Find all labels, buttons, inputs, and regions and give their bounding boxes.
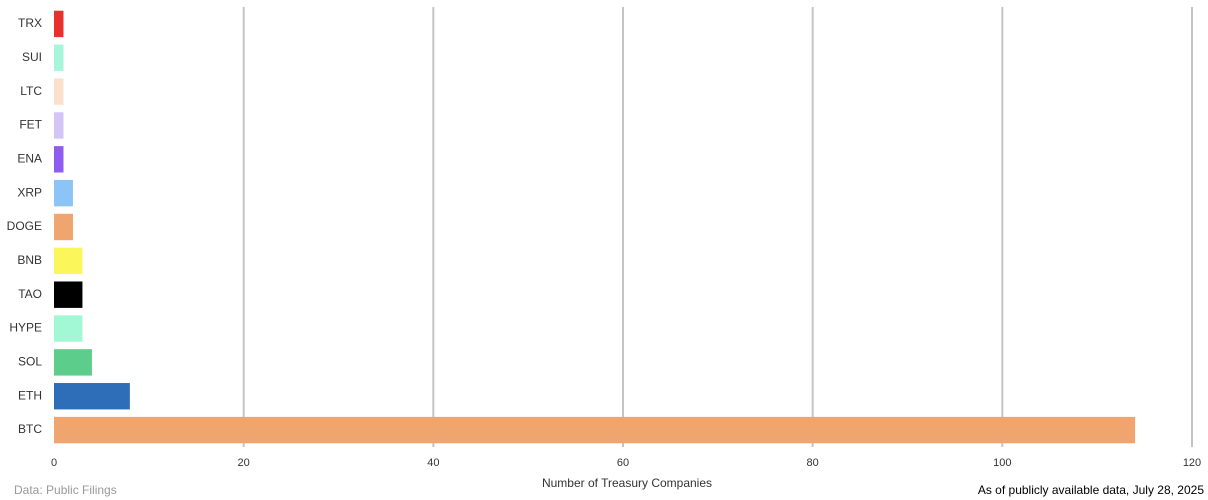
- bar: [54, 78, 64, 105]
- note: As of publicly available data, July 28, …: [978, 483, 1204, 497]
- x-tick-label: 20: [238, 457, 250, 469]
- y-tick-label: BTC: [18, 422, 42, 436]
- y-tick-label: TAO: [18, 287, 42, 301]
- bar: [54, 247, 83, 275]
- y-tick-label: ENA: [17, 151, 42, 165]
- x-axis-label: Number of Treasury Companies: [542, 476, 712, 490]
- x-tick-label: 100: [993, 457, 1011, 469]
- y-tick-label: SUI: [22, 50, 42, 64]
- bar: [54, 416, 1136, 444]
- y-tick-label: DOGE: [7, 219, 42, 233]
- bar: [54, 213, 73, 241]
- y-tick-label: BNB: [17, 253, 42, 267]
- x-tick-label: 60: [617, 457, 629, 469]
- y-tick-label: HYPE: [9, 321, 42, 335]
- bar: [54, 146, 64, 173]
- bar: [54, 315, 83, 342]
- x-tick-label: 80: [807, 457, 819, 469]
- y-tick-label: TRX: [18, 16, 42, 30]
- bar: [54, 44, 64, 71]
- bar: [54, 281, 83, 308]
- bar: [54, 112, 64, 139]
- bar: [54, 383, 130, 410]
- bar: [54, 349, 92, 376]
- y-tick-label: LTC: [20, 84, 42, 98]
- y-tick-label: FET: [19, 118, 42, 132]
- bar: [54, 179, 73, 207]
- y-tick-label: SOL: [18, 355, 42, 369]
- y-tick-label: XRP: [17, 185, 42, 199]
- x-tick-label: 40: [427, 457, 439, 469]
- bar: [54, 10, 64, 38]
- y-tick-label: ETH: [18, 388, 42, 402]
- source: Data: Public Filings: [14, 483, 117, 497]
- x-tick-label: 0: [51, 457, 57, 469]
- x-tick-label: 120: [1183, 457, 1201, 469]
